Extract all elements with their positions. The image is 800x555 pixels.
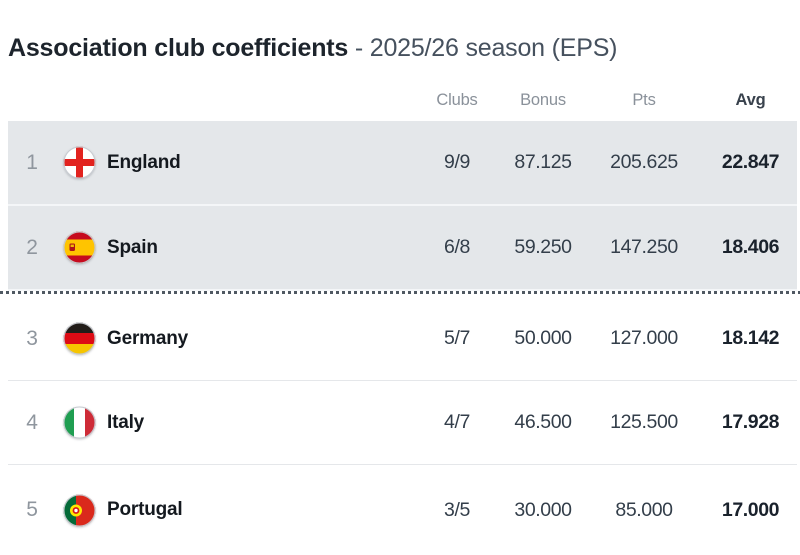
pts-value: 147.250	[610, 236, 678, 259]
column-header-avg: Avg	[735, 91, 766, 110]
bonus-value: 87.125	[514, 151, 572, 174]
table-row-spain: 2 Spain 6/8 59.250 147.250 18	[8, 206, 797, 292]
italy-flag-icon	[56, 406, 102, 439]
pts-value: 127.000	[610, 327, 678, 350]
pts-value: 85.000	[615, 498, 673, 521]
rank-value: 1	[26, 150, 38, 174]
country-name: Portugal	[107, 499, 183, 521]
clubs-value: 3/5	[444, 498, 470, 521]
table-row-italy: 4 Italy 4/7 46.500 125.500 17.928	[8, 381, 797, 466]
portugal-flag-icon	[56, 494, 102, 527]
rank-value: 3	[26, 326, 38, 350]
column-header-bonus: Bonus	[520, 91, 566, 110]
england-flag-icon	[56, 146, 102, 179]
table-row-portugal: 5 Portugal 3/5 30.000 85.000	[8, 465, 797, 555]
bonus-value: 46.500	[514, 411, 572, 434]
bonus-value: 59.250	[514, 236, 572, 259]
clubs-value: 6/8	[444, 236, 470, 259]
table-row-england: 1 England 9/9 87.125 205.625 22.847	[8, 121, 797, 207]
avg-value: 17.928	[721, 411, 780, 434]
avg-value: 18.142	[721, 327, 780, 350]
clubs-value: 9/9	[444, 151, 470, 174]
qualification-cutoff-line	[0, 291, 800, 298]
pts-value: 205.625	[610, 151, 678, 174]
country-name: Spain	[107, 236, 158, 258]
page-title-main: Association club coefficients	[8, 34, 349, 62]
rank-value: 2	[26, 235, 38, 259]
rank-value: 5	[26, 498, 38, 522]
rank-value: 4	[26, 410, 38, 434]
coefficients-table: Clubs Bonus Pts Avg 1 England 9/9	[0, 91, 800, 555]
country-name: Germany	[107, 327, 188, 349]
table-header-row: Clubs Bonus Pts Avg	[8, 91, 797, 121]
country-name: Italy	[107, 411, 145, 433]
avg-value: 22.847	[721, 151, 780, 174]
spain-flag-icon	[56, 231, 102, 264]
clubs-value: 5/7	[444, 327, 470, 350]
table-row-germany: 3 Germany 5/7 50.000 127.000 18.142	[8, 297, 797, 382]
bonus-value: 30.000	[514, 498, 572, 521]
page-title-suffix: - 2025/26 season (EPS)	[348, 34, 618, 62]
country-name: England	[107, 151, 181, 173]
page-title: Association club coefficients - 2025/26 …	[8, 33, 792, 64]
avg-value: 17.000	[721, 498, 780, 521]
column-header-pts: Pts	[632, 91, 656, 110]
bonus-value: 50.000	[514, 327, 572, 350]
avg-value: 18.406	[721, 236, 780, 259]
clubs-value: 4/7	[444, 411, 470, 434]
column-header-clubs: Clubs	[436, 91, 478, 110]
germany-flag-icon	[56, 322, 102, 355]
pts-value: 125.500	[610, 411, 678, 434]
